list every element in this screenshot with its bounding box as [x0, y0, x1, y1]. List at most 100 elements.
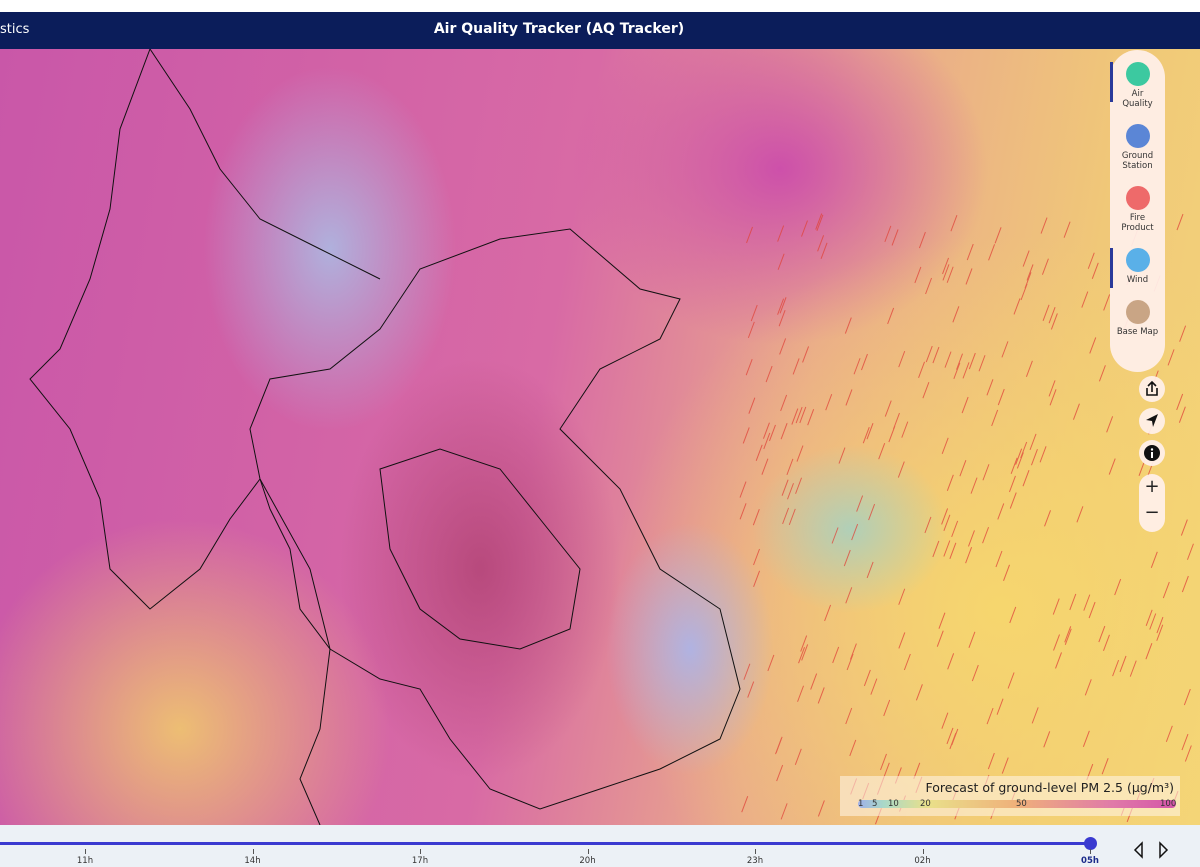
- wind-streak: [753, 570, 761, 588]
- wind-streak: [1030, 449, 1038, 466]
- wind-streak: [952, 306, 960, 323]
- wind-streak: [883, 699, 891, 717]
- map[interactable]: [0, 49, 1200, 825]
- wind-streak: [747, 321, 755, 339]
- wind-streak: [792, 358, 800, 375]
- wind-streak: [991, 409, 999, 427]
- legend-colorbar: [858, 800, 1176, 808]
- wind-streak: [779, 297, 787, 314]
- wind-streak: [918, 231, 926, 249]
- info-button[interactable]: [1139, 440, 1165, 466]
- wind-streak: [941, 437, 949, 454]
- wind-streak: [1022, 250, 1030, 267]
- wind-streak: [797, 685, 805, 702]
- wind-streak: [1083, 594, 1091, 611]
- wind-streak: [1108, 458, 1116, 475]
- wind-streak: [932, 346, 940, 364]
- wind-streak: [971, 664, 979, 682]
- wind-streak: [761, 458, 769, 475]
- nav-bar: stics Air Quality Tracker (AQ Tracker): [0, 12, 1200, 49]
- wind-streak: [1150, 551, 1158, 568]
- zoom-out[interactable]: −: [1144, 502, 1160, 523]
- wind-streak: [891, 229, 899, 246]
- wind-streak: [994, 227, 1002, 244]
- wind-streak: [862, 427, 870, 444]
- wind-streak: [965, 547, 973, 564]
- wind-streak: [1020, 283, 1028, 301]
- layer-button[interactable]: Ground Station: [1110, 124, 1165, 171]
- wind-streak: [968, 631, 976, 649]
- layer-label: Base Map: [1116, 327, 1159, 337]
- layer-button[interactable]: Wind: [1110, 248, 1165, 288]
- wind-streak: [777, 253, 785, 270]
- wind-streak: [1156, 624, 1164, 641]
- wind-streak: [799, 406, 807, 424]
- wind-streak: [944, 351, 952, 368]
- wind-streak: [810, 673, 818, 690]
- share-icon: [1146, 380, 1158, 396]
- wind-streak: [1008, 475, 1016, 493]
- wind-streak: [1010, 457, 1018, 475]
- wind-streak: [739, 503, 747, 520]
- wind-streak: [951, 520, 959, 538]
- wind-streak: [925, 277, 933, 295]
- time-tick: [420, 849, 421, 854]
- wind-streak: [796, 445, 804, 462]
- wind-streak: [1181, 733, 1189, 751]
- locate-icon: [1146, 414, 1158, 427]
- wind-streak: [950, 215, 958, 232]
- wind-streak: [946, 266, 954, 283]
- wind-streak: [1149, 613, 1157, 630]
- wind-streak: [1103, 634, 1110, 652]
- wind-streak: [817, 235, 825, 252]
- legend-tick: 10: [888, 799, 899, 809]
- wind-streak: [1016, 452, 1024, 469]
- wind-streak: [1119, 655, 1127, 673]
- time-tick: [755, 849, 756, 854]
- wind-streak: [755, 444, 763, 462]
- wind-streak: [743, 663, 751, 680]
- wind-streak: [946, 727, 954, 745]
- wind-streak: [769, 424, 776, 442]
- locate-button[interactable]: [1139, 408, 1165, 434]
- top-strip: [0, 0, 1200, 12]
- layer-button[interactable]: Air Quality: [1110, 62, 1165, 109]
- step-buttons[interactable]: [1132, 841, 1172, 859]
- wind-streak: [898, 350, 906, 368]
- wind-streak: [1156, 616, 1164, 634]
- share-button[interactable]: [1139, 376, 1165, 402]
- wind-streak: [959, 459, 967, 477]
- wind-streak: [1076, 506, 1084, 523]
- wind-streak: [880, 753, 887, 771]
- wind-streak: [897, 461, 905, 478]
- zoom-in[interactable]: +: [1144, 476, 1160, 497]
- wind-streak: [1178, 406, 1186, 423]
- wind-streak: [762, 422, 770, 439]
- wind-streak: [946, 474, 954, 492]
- wind-streak: [1043, 731, 1051, 748]
- layer-button[interactable]: Fire Product: [1110, 186, 1165, 233]
- wind-streak: [832, 646, 840, 664]
- nav-link[interactable]: stics: [0, 22, 30, 37]
- wind-streak: [798, 647, 806, 664]
- wind-streak: [943, 540, 951, 557]
- wind-streak: [777, 225, 785, 242]
- wind-streak: [987, 752, 995, 770]
- wind-streak: [1088, 601, 1096, 619]
- borders: [29, 49, 741, 825]
- wind-streak: [845, 587, 853, 604]
- wind-streak: [978, 355, 986, 372]
- wind-streak: [1063, 221, 1071, 238]
- wind-streak: [1015, 448, 1023, 465]
- wind-streak: [787, 483, 794, 500]
- wind-streak: [949, 542, 957, 559]
- timeline: 11h 14h 17h 20h 23h 02h 05h: [0, 825, 1200, 867]
- wind-streak: [776, 764, 784, 782]
- wind-streak: [898, 632, 906, 649]
- layer-button[interactable]: Base Map: [1110, 300, 1165, 337]
- wind-streak: [866, 561, 874, 579]
- wind-streak: [791, 408, 799, 425]
- timeline-handle[interactable]: [1084, 837, 1097, 850]
- wind-streak: [1184, 745, 1192, 762]
- wind-streak: [1129, 660, 1137, 677]
